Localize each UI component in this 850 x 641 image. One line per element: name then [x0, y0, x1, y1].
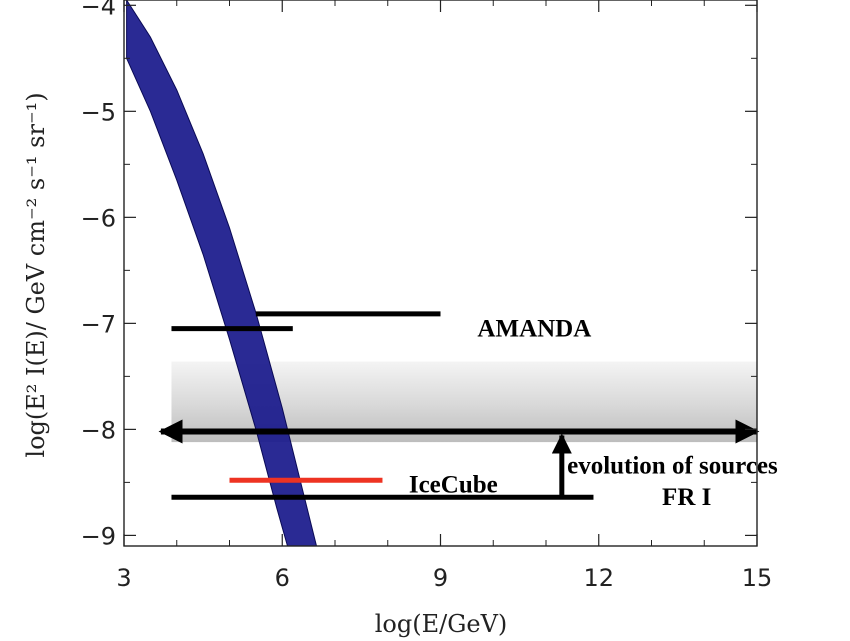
y-tick-label: −6 [81, 204, 116, 232]
annotation-label: FR I [662, 484, 711, 511]
x-tick-label: 9 [433, 564, 448, 592]
x-tick-label: 3 [116, 564, 131, 592]
x-axis-label: log(E/GeV) [375, 610, 508, 638]
y-tick-label: −7 [81, 310, 116, 338]
y-tick-label: −4 [81, 0, 116, 20]
y-axis-label: log(E² I(E)/ GeV cm⁻² s⁻¹ sr⁻¹) [22, 92, 50, 457]
x-tick-label: 6 [275, 564, 290, 592]
y-tick-label: −9 [81, 522, 116, 550]
x-tick-label: 15 [742, 564, 773, 592]
atmospheric-neutrino-band [126, 0, 318, 547]
x-tick-label: 12 [583, 564, 614, 592]
annotation-label: AMANDA [477, 316, 591, 343]
y-axis-title: log(E² I(E)/ GeV cm⁻² s⁻¹ sr⁻¹) [22, 92, 50, 457]
plot-area: AMANDA IceCube evolution of sources FR I 3 6 9… [81, 0, 778, 592]
y-tick-label: −5 [81, 98, 116, 126]
annotation-label: IceCube [409, 472, 498, 499]
annotation-label: evolution of sources [567, 452, 778, 479]
y-tick-label: −8 [81, 416, 116, 444]
